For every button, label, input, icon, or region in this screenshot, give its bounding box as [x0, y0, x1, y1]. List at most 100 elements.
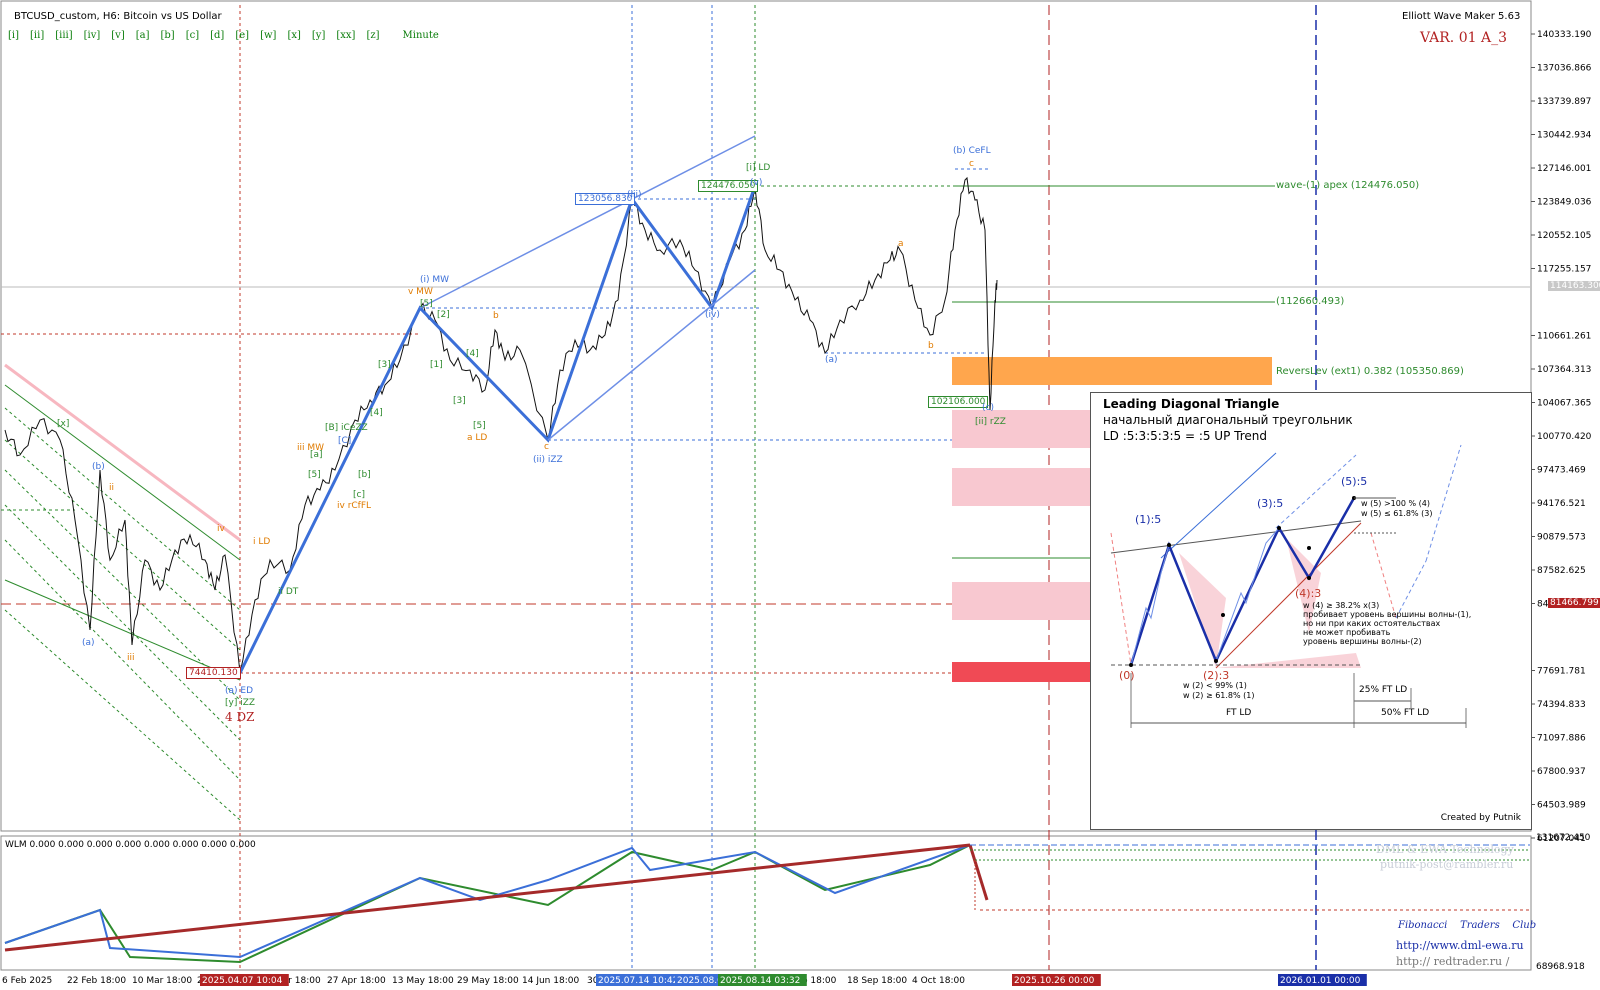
wave-label[interactable]: c [969, 159, 974, 169]
point-0: (0) [1119, 669, 1135, 682]
price-tick-label: 137036.866 [1537, 64, 1592, 74]
target-zone-2 [952, 468, 1090, 506]
price-tick-label: 94176.521 [1537, 499, 1586, 509]
wave-label[interactable]: (iv) [705, 310, 720, 320]
wave-label[interactable]: [C] [338, 436, 352, 446]
wave-label[interactable]: a LD [467, 433, 488, 443]
wave-label[interactable]: [y] iZZ [225, 698, 256, 708]
wave-label[interactable]: [3] [453, 396, 466, 406]
wave-label[interactable]: iv [217, 524, 225, 534]
wave-label[interactable]: [B] iCeZZ [325, 423, 368, 433]
current-price-tag: 114163.300 [1548, 281, 1600, 291]
wave-label[interactable]: (iii) [627, 190, 642, 200]
wave-button[interactable]: [b] [160, 30, 175, 41]
redtrader-link[interactable]: http:// redtrader.ru / [1396, 955, 1510, 968]
time-tick-label: 22 Feb 18:00 [67, 976, 126, 986]
wave-label[interactable]: (a) ED [225, 686, 254, 696]
wlm-label: WLM 0.000 0.000 0.000 0.000 0.000 0.000 … [5, 840, 256, 850]
price-tick-label: 87582.625 [1537, 566, 1586, 576]
marker-price-tag: 81466.799 [1548, 598, 1600, 608]
indicator-name: Elliott Wave Maker 5.63 [1402, 11, 1521, 22]
wave-label[interactable]: [a] [310, 450, 323, 460]
wave-label[interactable]: [2] [437, 310, 450, 320]
wave-button[interactable]: [i] [8, 30, 20, 41]
wave-degree-label[interactable]: Minute [402, 30, 439, 41]
price-tick-label: 127146.001 [1537, 164, 1591, 174]
time-highlight-label: 2025.10.26 00:00 [1012, 974, 1101, 986]
wave-label[interactable]: [5] [473, 421, 486, 431]
wave-button[interactable]: [a] [135, 30, 150, 41]
wave-label[interactable]: (b) CeFL [953, 146, 991, 156]
wave-label[interactable]: [3] [378, 360, 391, 370]
target-zone-4 [952, 662, 1090, 682]
wave-button[interactable]: [y] [311, 30, 326, 41]
price-tick-label: 77691.781 [1537, 667, 1586, 677]
rule-4: w (4) ≥ 38.2% x(3) пробивает уровень вер… [1303, 601, 1471, 646]
dml-link[interactable]: http://www.dml-ewa.ru [1396, 939, 1524, 952]
price-box-low: 74410.130 [186, 667, 241, 679]
wave-label[interactable]: [1] [430, 360, 443, 370]
wave-label[interactable]: [4] [466, 349, 479, 359]
rule-5-line: w (5) >100 % (4) [1361, 499, 1430, 508]
rule-2: w (2) < 99% (1) w (2) ≥ 61.8% (1) [1183, 681, 1255, 701]
wave-label[interactable]: (v) [750, 178, 763, 188]
wave-button[interactable]: [c] [185, 30, 200, 41]
wave-label[interactable]: b [928, 341, 934, 351]
wave-label[interactable]: (a) [825, 355, 838, 365]
time-highlight-label: 2025.08.0 [675, 974, 727, 986]
price-tick-label: 74394.833 [1537, 700, 1586, 710]
wave-label[interactable]: (a) [82, 638, 95, 648]
point-4: (4):3 [1295, 587, 1322, 600]
wave-label[interactable]: iii MW [297, 443, 325, 453]
target-zone-3 [952, 582, 1090, 620]
price-tick-label: 104067.365 [1537, 399, 1591, 409]
wave-label[interactable]: [4] [370, 408, 383, 418]
wave-label[interactable]: c [544, 442, 549, 452]
price-tick-label: 61207.041 [1537, 834, 1586, 844]
wave-label[interactable]: (i) MW [420, 275, 450, 285]
wave-label[interactable]: iii [127, 653, 135, 663]
wave-label[interactable]: a [898, 239, 904, 249]
rule-4-line: уровень вершины волны-(2) [1303, 637, 1422, 646]
wave-button[interactable]: [w] [260, 30, 277, 41]
point-3: (3):5 [1257, 497, 1284, 510]
rule-4-line: w (4) ≥ 38.2% x(3) [1303, 601, 1380, 610]
wave-button[interactable]: [v] [111, 30, 125, 41]
wave-label[interactable]: [c] [353, 490, 365, 500]
price-tick-label: 100770.420 [1537, 432, 1592, 442]
time-tick-label: 18 Sep 18:00 [847, 976, 907, 986]
wave-label[interactable]: [ii] rZZ [975, 417, 1006, 427]
wave-button[interactable]: [iv] [83, 30, 101, 41]
wave-label[interactable]: v MW [408, 287, 433, 297]
wave-label[interactable]: (ii) iZZ [533, 455, 563, 465]
wave-button[interactable]: [z] [366, 30, 380, 41]
wave-label[interactable]: i LD [253, 537, 271, 547]
wave-label[interactable]: (c) [982, 403, 994, 413]
wave-label[interactable]: [i] LD [746, 163, 771, 173]
wave-label[interactable]: [5] [308, 470, 321, 480]
wave-button[interactable]: [ii] [30, 30, 45, 41]
wave-button[interactable]: [xx] [336, 30, 356, 41]
wave-button[interactable]: [d] [210, 30, 225, 41]
wave-button[interactable]: [iii] [55, 30, 73, 41]
rule-5-line: w (5) ≤ 61.8% (3) [1361, 509, 1433, 518]
rule-2-line: w (2) ≥ 61.8% (1) [1183, 691, 1255, 700]
wave-label[interactable]: [5] [420, 299, 433, 309]
wave-label[interactable]: iv rCfFL [337, 501, 372, 511]
wave-label[interactable]: 4 DZ [225, 710, 255, 724]
wave-label[interactable]: [x] [57, 419, 70, 429]
wave-label[interactable]: ii DT [278, 587, 299, 597]
wave-button[interactable]: [e] [235, 30, 250, 41]
time-tick-label: 11 Apr 18:00 [262, 976, 321, 986]
wave-label[interactable]: (b) [92, 462, 105, 472]
wave-label[interactable]: b [493, 311, 499, 321]
time-tick-label: 6 Feb 2025 [2, 976, 52, 986]
wave-button[interactable]: [x] [287, 30, 301, 41]
wave-label[interactable]: ii [109, 483, 115, 493]
price-tick-label: 123849.036 [1537, 198, 1592, 208]
svg-text:2025.04.07 10:04: 2025.04.07 10:04 [202, 976, 283, 986]
wave-label[interactable]: [b] [358, 470, 371, 480]
